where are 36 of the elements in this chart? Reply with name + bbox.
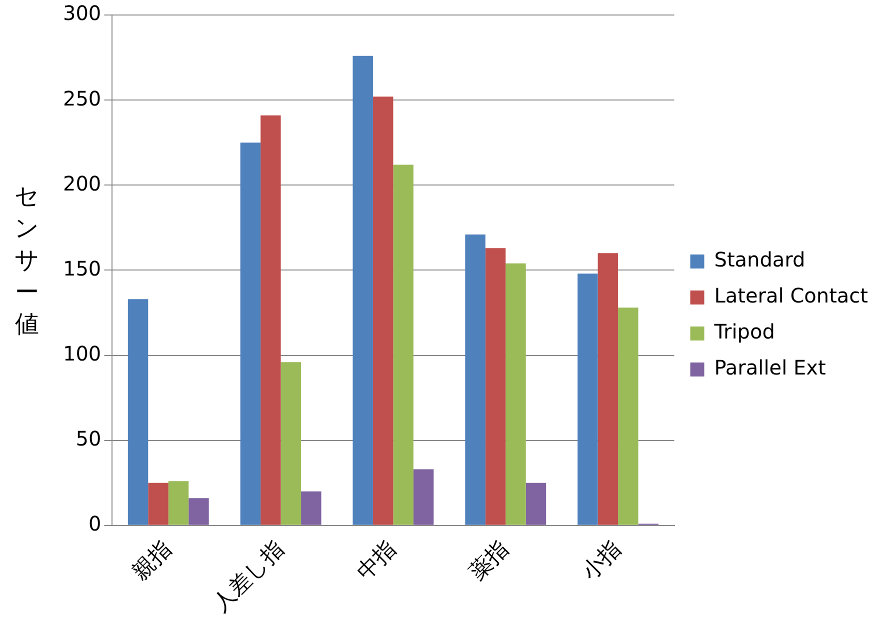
y-tick-label: 200: [62, 171, 102, 196]
x-tick-label: 人差し指: [208, 536, 290, 617]
bar: [168, 481, 189, 525]
bar: [393, 164, 414, 525]
bar: [128, 299, 148, 525]
y-tick-label: 0: [88, 512, 102, 536]
bar: [260, 115, 281, 525]
x-tick-label: 親指: [128, 536, 177, 586]
x-tick-label: 小指: [578, 536, 626, 586]
x-tick-label: 中指: [352, 536, 402, 586]
bar: [526, 482, 546, 525]
bar: [301, 491, 322, 525]
bar: [465, 234, 486, 525]
bar: [148, 482, 168, 525]
legend-label: Lateral Contact: [714, 284, 868, 308]
bar: [485, 248, 506, 525]
bar: [413, 469, 434, 525]
bar: [506, 263, 526, 525]
legend-label: Tripod: [713, 320, 775, 344]
y-tick-label: 150: [62, 256, 102, 280]
bar: [352, 56, 373, 525]
bar: [240, 142, 261, 525]
bar: [598, 253, 618, 525]
y-tick-label: 100: [62, 341, 102, 366]
legend-label: Parallel Ext: [714, 356, 826, 380]
bar: [618, 308, 638, 525]
bar: [372, 96, 394, 525]
legend-label: Standard: [714, 248, 806, 272]
y-tick-label: 50: [76, 426, 102, 451]
x-tick-label: 薬指: [465, 536, 514, 586]
y-tick-label: 300: [62, 1, 102, 26]
bar: [280, 362, 302, 525]
bar: [578, 274, 598, 525]
y-axis-title: センサー値: [14, 181, 40, 340]
bar: [188, 498, 209, 525]
y-tick-label: 250: [62, 86, 102, 110]
